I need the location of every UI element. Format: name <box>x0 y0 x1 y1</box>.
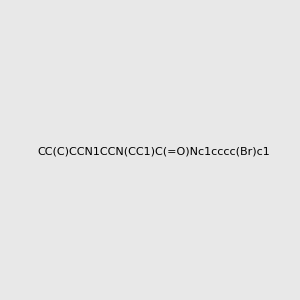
Text: CC(C)CCN1CCN(CC1)C(=O)Nc1cccc(Br)c1: CC(C)CCN1CCN(CC1)C(=O)Nc1cccc(Br)c1 <box>38 146 270 157</box>
